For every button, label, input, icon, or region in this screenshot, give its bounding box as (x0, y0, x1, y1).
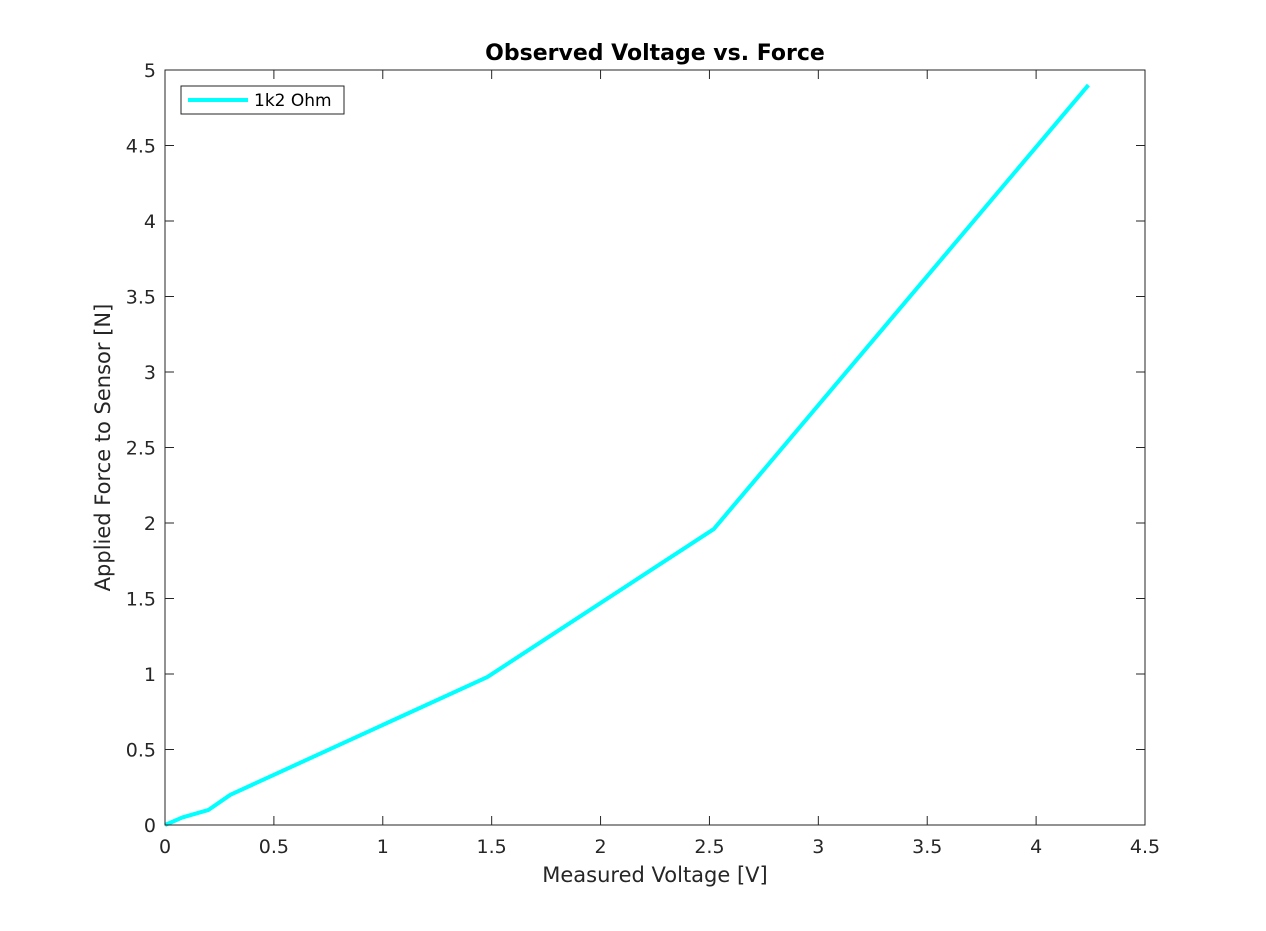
legend-box (180, 85, 345, 115)
y-tick-label: 4 (144, 211, 156, 233)
y-tick-label: 2 (144, 513, 156, 535)
series-line-0 (164, 83, 1090, 827)
x-tick-label: 1.5 (477, 836, 507, 858)
x-tick-label: 3 (812, 836, 824, 858)
y-tick-label: 0.5 (126, 740, 156, 762)
x-tick-label: 0.5 (259, 836, 289, 858)
y-tick-label: 4.5 (126, 136, 156, 158)
axes-box (164, 69, 1146, 826)
legend-label: 1k2 Ohm (254, 91, 332, 111)
y-tick-label: 1 (144, 664, 156, 686)
legend: 1k2 Ohm (180, 85, 345, 115)
x-tick-label: 3.5 (912, 836, 942, 858)
x-tick-label: 0 (159, 836, 171, 858)
x-axis-label: Measured Voltage [V] (542, 863, 767, 887)
y-tick-label: 2.5 (126, 438, 156, 460)
y-axis-label: Applied Force to Sensor [N] (91, 304, 115, 592)
y-tick-label: 5 (144, 60, 156, 82)
y-tick-label: 3 (144, 362, 156, 384)
plot-layer (164, 83, 1090, 827)
y-tick-label: 3.5 (126, 287, 156, 309)
y-tick-label: 0 (144, 815, 156, 837)
x-tick-label: 4.5 (1130, 836, 1160, 858)
y-tick-label: 1.5 (126, 589, 156, 611)
x-tick-label: 2.5 (694, 836, 724, 858)
x-tick-label: 2 (595, 836, 607, 858)
x-tick-label: 4 (1030, 836, 1042, 858)
chart-title: Observed Voltage vs. Force (485, 41, 825, 66)
ticks-layer: 0 0.5 1 1.5 2 2.5 3 3.5 4 4.5 0 0.5 1 1.5 2 2.5 3 3.5 4 4.5… (126, 60, 1160, 858)
x-tick-label: 1 (377, 836, 389, 858)
